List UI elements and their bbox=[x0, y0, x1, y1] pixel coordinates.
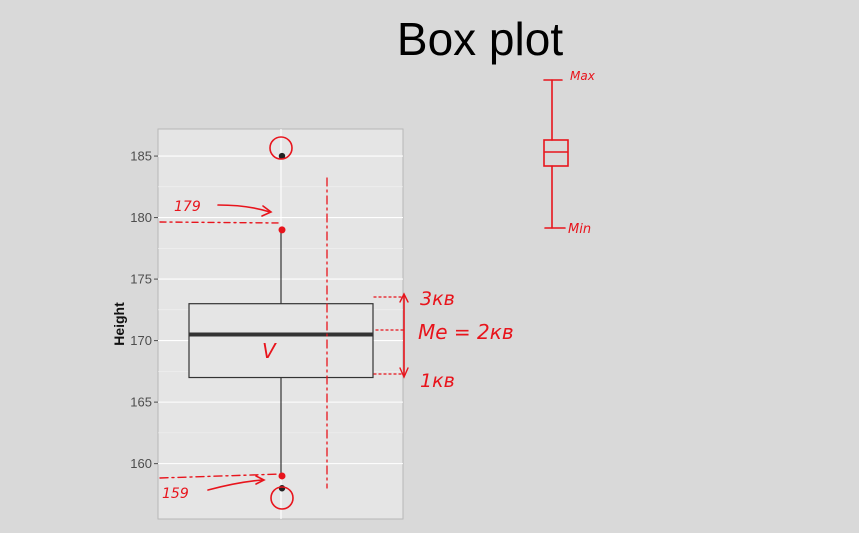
legend-max-label: Max bbox=[570, 69, 596, 83]
y-axis: 160 165 170 175 180 185 bbox=[130, 149, 158, 471]
y-tick-label: 165 bbox=[130, 395, 152, 410]
outlier-circle-top bbox=[269, 136, 293, 160]
median-mark: V bbox=[262, 339, 277, 363]
y-tick-label: 175 bbox=[130, 272, 152, 287]
max-point bbox=[278, 226, 286, 234]
min-arrow-head bbox=[255, 475, 266, 485]
min-value-label: 159 bbox=[162, 486, 189, 502]
y-tick-label: 185 bbox=[130, 149, 152, 164]
slide-title: Box plot bbox=[396, 13, 564, 65]
legend-min-label: Min bbox=[568, 222, 591, 237]
y-tick-label: 170 bbox=[130, 333, 152, 348]
max-guide-line bbox=[159, 221, 281, 224]
median-label: Me = 2кв bbox=[418, 320, 514, 344]
box-plot bbox=[188, 152, 374, 492]
y-tick-label: 180 bbox=[130, 210, 152, 225]
max-value-label: 179 bbox=[174, 199, 201, 215]
iqr-arrow-head-top bbox=[399, 292, 409, 303]
iqr-box bbox=[188, 303, 374, 379]
y-axis-title: Height bbox=[111, 302, 127, 346]
min-arrow bbox=[207, 479, 263, 491]
outlier-point bbox=[278, 152, 286, 160]
max-arrow-head bbox=[261, 205, 273, 217]
q1-label: 1кв bbox=[420, 370, 455, 392]
legend-box-plot bbox=[543, 79, 569, 229]
max-arrow bbox=[217, 204, 271, 213]
outlier-point bbox=[278, 485, 286, 492]
outlier-circle-bottom bbox=[270, 486, 294, 510]
q3-label: 3кв bbox=[420, 288, 455, 310]
handwritten-annotations bbox=[159, 79, 569, 510]
min-guide-line bbox=[159, 473, 283, 479]
iqr-arrow-head-bottom bbox=[399, 367, 409, 379]
y-tick-label: 160 bbox=[130, 456, 152, 471]
